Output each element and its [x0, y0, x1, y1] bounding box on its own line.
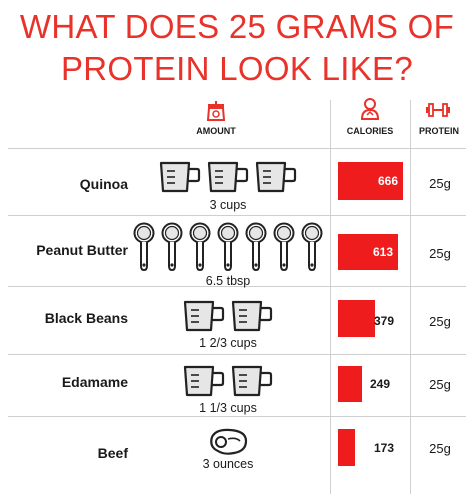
food-name: Beef: [97, 445, 128, 461]
dumbbell-icon: [426, 103, 450, 117]
person-icon: [360, 98, 380, 120]
measuring-cup-icon: [254, 160, 298, 194]
calorie-value: 249: [370, 377, 391, 391]
measuring-spoon-icon: [188, 222, 212, 272]
measuring-spoon-icon: [300, 222, 324, 272]
measuring-cup-icon: [230, 364, 274, 398]
calorie-bar: 666: [338, 162, 403, 200]
row-divider: [8, 286, 466, 287]
measuring-cup-icon: [230, 299, 274, 333]
calorie-bar: [338, 300, 375, 337]
measuring-spoon-icon: [132, 222, 156, 272]
amount-label: 3 cups: [209, 198, 247, 212]
measuring-cup-icon: [182, 364, 226, 398]
measuring-spoon-icon: [216, 222, 240, 272]
measuring-cup-icon: [158, 160, 202, 194]
amount-icons: [128, 299, 328, 333]
calorie-value: 379: [374, 314, 395, 328]
column-header-protein: PROTEIN: [418, 126, 459, 136]
amount-icons: [128, 427, 328, 457]
row-divider: [8, 416, 466, 417]
calorie-value: 666: [377, 174, 398, 188]
protein-value: 25g: [429, 176, 451, 191]
steak-icon: [206, 427, 250, 457]
column-header-calories: CALORIES: [346, 126, 394, 136]
protein-value: 25g: [429, 441, 451, 456]
row-divider: [8, 354, 466, 355]
row-divider: [8, 148, 466, 149]
calorie-bar: 613: [338, 234, 398, 270]
amount-icons: [128, 160, 328, 194]
amount-icons: [128, 364, 328, 398]
calorie-bar: [338, 429, 355, 466]
protein-value: 25g: [429, 246, 451, 261]
protein-value: 25g: [429, 314, 451, 329]
calorie-bar: [338, 366, 362, 402]
food-name: Edamame: [61, 374, 128, 390]
protein-value: 25g: [429, 377, 451, 392]
food-name: Peanut Butter: [36, 242, 128, 258]
title-line-2: PROTEIN LOOK LIKE?: [60, 50, 413, 87]
amount-label: 6.5 tbsp: [205, 274, 251, 288]
measuring-spoon-icon: [160, 222, 184, 272]
calorie-value: 613: [372, 245, 393, 259]
food-name: Black Beans: [44, 310, 128, 326]
amount-icons: [128, 222, 328, 272]
measuring-spoon-icon: [272, 222, 296, 272]
amount-label: 3 ounces: [202, 457, 254, 471]
column-divider: [410, 100, 411, 494]
column-divider: [330, 100, 331, 494]
column-header-amount: AMOUNT: [196, 126, 236, 136]
measuring-spoon-icon: [244, 222, 268, 272]
title-line-1: WHAT DOES 25 GRAMS OF: [19, 8, 455, 45]
scale-icon: [206, 101, 226, 121]
amount-label: 1 1/3 cups: [199, 401, 257, 415]
amount-label: 1 2/3 cups: [199, 336, 257, 350]
calorie-value: 173: [374, 441, 395, 455]
food-name: Quinoa: [79, 176, 128, 192]
measuring-cup-icon: [182, 299, 226, 333]
measuring-cup-icon: [206, 160, 250, 194]
row-divider: [8, 215, 466, 216]
